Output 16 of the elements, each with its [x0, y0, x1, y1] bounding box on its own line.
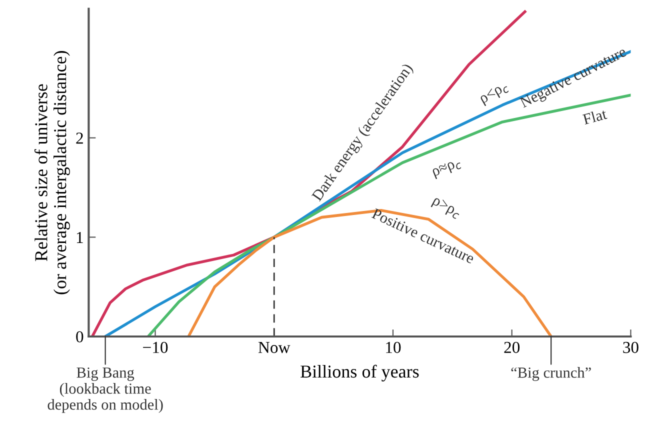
- x-tick-label: Now: [258, 342, 290, 354]
- y-tick-label: 1: [76, 232, 83, 243]
- annotation: ρ<ρ$_{c}$: [479, 81, 510, 106]
- annotation: “Big crunch”: [511, 367, 591, 381]
- y-axis-title: Relative size of universe (or average intergalactic distance): [34, 51, 70, 294]
- x-tick-label: 30: [623, 342, 638, 354]
- x-axis-title: Billions of years: [300, 364, 419, 382]
- x-tick-label: 20: [504, 342, 520, 354]
- annotation: ρ≈ρ$_{c}$: [432, 158, 462, 180]
- y-tick-label: 2: [76, 132, 83, 144]
- y-tick-label: 0: [76, 331, 84, 342]
- x-tick-label: −10: [143, 342, 168, 354]
- annotation: Flat: [582, 108, 608, 125]
- x-tick-label: 10: [386, 342, 401, 354]
- annotation: ρ>ρ$_{c}$: [430, 196, 462, 220]
- annotation: Big Bang (lookback time depends on model): [48, 367, 163, 413]
